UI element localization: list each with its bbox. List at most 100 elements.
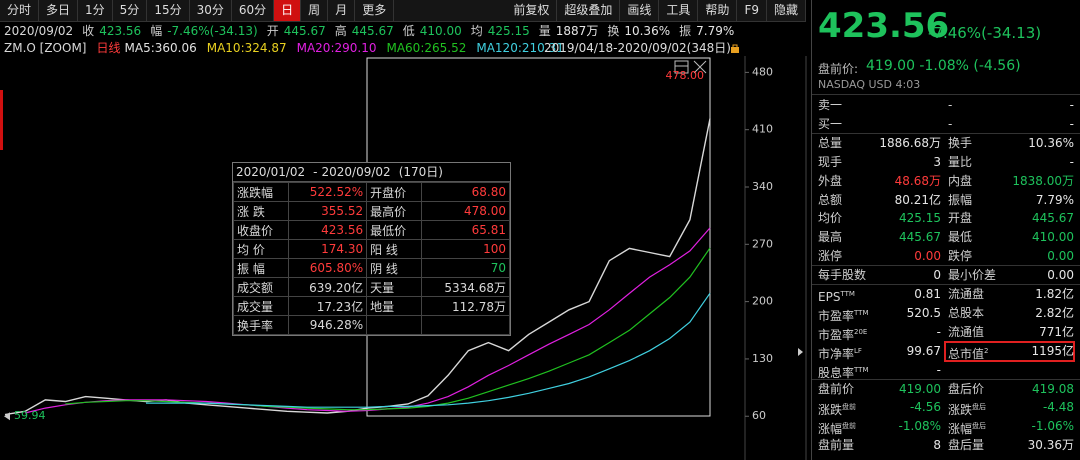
period-button[interactable]: 日	[274, 0, 302, 21]
quote-value-text: 771亿	[1039, 324, 1074, 339]
high-label: 478.00	[666, 69, 705, 82]
panel-toggle[interactable]	[798, 348, 803, 356]
quote-label: 最高	[818, 228, 842, 246]
stat-label: 开盘价	[366, 182, 423, 202]
quote-value-text: 10.36%	[1028, 135, 1074, 150]
stat-value: 639.20亿	[288, 277, 368, 297]
quote-label: 市盈率TTM	[818, 304, 868, 325]
stat-label: 地量	[366, 296, 423, 316]
row-separator	[812, 284, 1080, 285]
quote-label: 股息率TTM	[818, 361, 868, 382]
quote-label: 幅	[150, 24, 163, 38]
quote-label-text-sup: TTM	[854, 365, 869, 374]
tool-button[interactable]: 前复权	[506, 0, 558, 21]
start-date: 2020/01/02	[236, 165, 306, 179]
quote-label-text: -	[948, 116, 953, 131]
period-button[interactable]: 周	[301, 0, 329, 21]
quote-value: 419.00	[899, 380, 941, 398]
tool-button[interactable]: 画线	[620, 0, 660, 21]
y-tick-label: 200	[752, 295, 773, 308]
period-button[interactable]: 30分	[190, 0, 232, 21]
quote-value: -1.08%	[899, 417, 941, 435]
tool-button[interactable]: F9	[737, 0, 767, 21]
tool-button[interactable]: 帮助	[698, 0, 738, 21]
quote-label-text: 均价	[818, 211, 843, 226]
quote-date: 2020/09/02	[4, 24, 74, 38]
quote-value: 419.08	[1032, 380, 1074, 398]
quote-label-text: 股息率	[818, 365, 855, 380]
quote-label-text: 涨跌	[818, 403, 843, 418]
premarket-label: 盘前价:	[818, 62, 859, 76]
quote-value: 423.56	[99, 24, 142, 38]
y-tick-label: 270	[752, 237, 773, 250]
quote-label: 最小价差	[948, 266, 996, 284]
quote-value: 3	[933, 153, 941, 171]
stat-label-text: 地量	[370, 299, 395, 314]
quote-value-text: 1886.68万	[879, 135, 941, 150]
period-button[interactable]: 1分	[78, 0, 113, 21]
period-button[interactable]: 5分	[113, 0, 148, 21]
stat-value-text: 423.56	[321, 223, 364, 237]
quote-label-text: 盘后价	[948, 381, 985, 396]
stat-value-text: 174.30	[321, 242, 364, 256]
quote-value: -	[1070, 115, 1074, 133]
period-button[interactable]: 15分	[147, 0, 190, 21]
quote-value-text: 410.00	[1032, 230, 1074, 245]
quote-label-text: 最高	[818, 230, 843, 245]
quote-panel: 423.56 -7.46%(-34.13) 盘前价: 419.00 -1.08%…	[811, 0, 1080, 460]
stat-value: 100	[421, 239, 510, 259]
quote-value: 8	[933, 436, 941, 454]
tool-button[interactable]: 隐藏	[767, 0, 806, 21]
quote-label: 量	[538, 24, 551, 38]
quote-value: 30.36万	[1028, 436, 1074, 454]
price-chart: 60 130 200 270 340 410 480 59.94 478.00	[0, 56, 807, 460]
quote-label: -	[948, 115, 952, 133]
stat-value-text: 522.52%	[309, 185, 364, 199]
stat-value: 17.23亿	[288, 296, 368, 316]
quote-value-text: 0	[933, 268, 941, 283]
quote-label: 外盘	[818, 172, 842, 190]
quote-value: -	[1070, 153, 1074, 171]
quote-value: 1.82亿	[1035, 285, 1074, 303]
stat-value-text: 112.78万	[452, 299, 506, 314]
quote-value-text: -4.56	[909, 400, 941, 415]
stat-label-text: 最低价	[370, 223, 407, 238]
period-button[interactable]: 多日	[39, 0, 79, 21]
quote-label-text: 盘后量	[948, 438, 985, 453]
quote-value: 7.79%	[696, 24, 735, 38]
tool-button[interactable]: 超级叠加	[557, 0, 621, 21]
quote-value: 771亿	[1039, 323, 1074, 341]
quote-label-text: 内盘	[948, 173, 973, 188]
quote-label: -	[948, 96, 952, 114]
quote-value: 2.82亿	[1035, 304, 1074, 322]
period-button[interactable]: 更多	[355, 0, 395, 21]
stat-value-text: 355.52	[321, 204, 364, 218]
stats-popup: 2020/01/02-2020/09/02 (170日) 涨跌幅 522.52% 开盘…	[232, 162, 511, 336]
quote-value: 99.67	[907, 342, 941, 360]
stat-value: 522.52%	[288, 182, 368, 202]
quote-label: 盘前价	[818, 380, 854, 398]
quote-label-text: 盘前量	[818, 438, 855, 453]
quote-bar: 2020/09/02 收 423.56 幅 -7.46%(-34.13) 开 445.67 高…	[4, 22, 738, 40]
quote-value: -	[1070, 96, 1074, 114]
stat-value-text: 65.81	[471, 223, 506, 237]
quote-label-text-sup: 盘后	[972, 422, 987, 431]
quote-label-text: 市净率	[818, 346, 855, 361]
quote-value-text: 80.21亿	[894, 192, 941, 207]
tool-button[interactable]: 工具	[659, 0, 699, 21]
period-button[interactable]: 月	[328, 0, 356, 21]
period-button[interactable]: 60分	[232, 0, 275, 21]
lock-icon	[731, 44, 739, 53]
stat-value: 478.00	[421, 201, 510, 221]
quote-value-text: 425.15	[899, 211, 941, 226]
quote-value-text: 7.79%	[1035, 192, 1074, 207]
quote-value: -4.56	[910, 398, 941, 416]
stat-value-text: 639.20亿	[309, 280, 364, 295]
period-button[interactable]: 分时	[0, 0, 40, 21]
y-tick-label: 480	[752, 65, 773, 78]
quote-label: 每手股数	[818, 266, 866, 284]
quote-value: 1838.00万	[1012, 172, 1074, 190]
stat-value-text: 478.00	[464, 204, 506, 218]
stats-row: 均 价 174.30 阳 线 100	[232, 239, 510, 259]
